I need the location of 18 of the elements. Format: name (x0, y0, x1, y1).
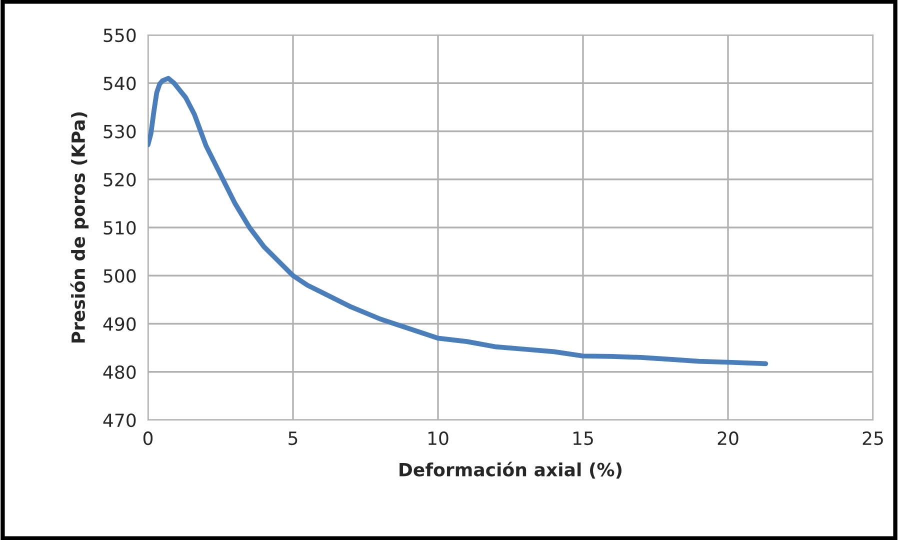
x-tick-label: 5 (288, 432, 298, 446)
y-axis-title: Presión de poros (KPa) (70, 112, 89, 343)
line-series (148, 76, 768, 366)
y-tick-label: 540 (104, 76, 136, 90)
y-tick-label: 510 (104, 220, 136, 235)
x-tick-label: 25 (862, 431, 883, 446)
x-tick-label: 0 (143, 431, 153, 446)
y-tick-label: 480 (103, 365, 136, 379)
y-tick-label: 520 (104, 172, 136, 186)
y-tick-label: 550 (104, 28, 136, 42)
y-tick-label: 500 (104, 269, 136, 283)
x-axis-title: Deformación axial (%) (400, 462, 622, 479)
y-tick-label: 490 (103, 317, 136, 331)
x-tick-label: 10 (428, 431, 448, 446)
y-tick-label: 530 (104, 124, 136, 138)
x-tick-label: 20 (718, 431, 738, 446)
y-tick-label: 470 (103, 413, 136, 428)
x-tick-label: 15 (573, 432, 593, 446)
